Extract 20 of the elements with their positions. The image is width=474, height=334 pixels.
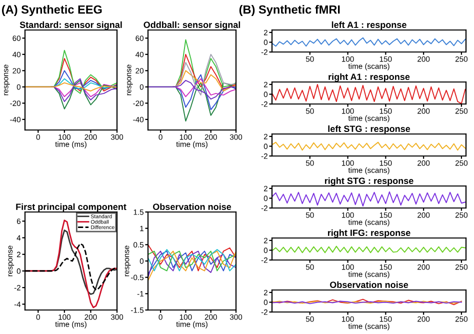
chart-title: Standard: sensor signal (20, 21, 122, 30)
line-series (272, 142, 466, 151)
line-series (272, 246, 466, 254)
line-series (148, 80, 236, 100)
chart-title: Observation noise (152, 203, 232, 210)
line-series (25, 82, 117, 92)
line-series (148, 244, 236, 272)
chart-title: left STG : response (328, 125, 410, 134)
chart-title: left A1 : response (332, 21, 406, 30)
chart-title: Oddball: sensor signal (144, 21, 240, 30)
line-series (172, 39, 236, 92)
chart-title: right A1 : response (328, 73, 410, 82)
chart-title: right IFG: response (328, 229, 410, 238)
line-series (272, 84, 466, 104)
chart-title: First principal component (16, 203, 126, 212)
text: (B) Synthetic fMRI (239, 5, 340, 16)
chart-title: right STG : response (324, 177, 414, 186)
text: (A) Synthetic EEG (2, 5, 102, 16)
line-series (272, 37, 466, 47)
chart-title: Observation noise (330, 281, 408, 288)
